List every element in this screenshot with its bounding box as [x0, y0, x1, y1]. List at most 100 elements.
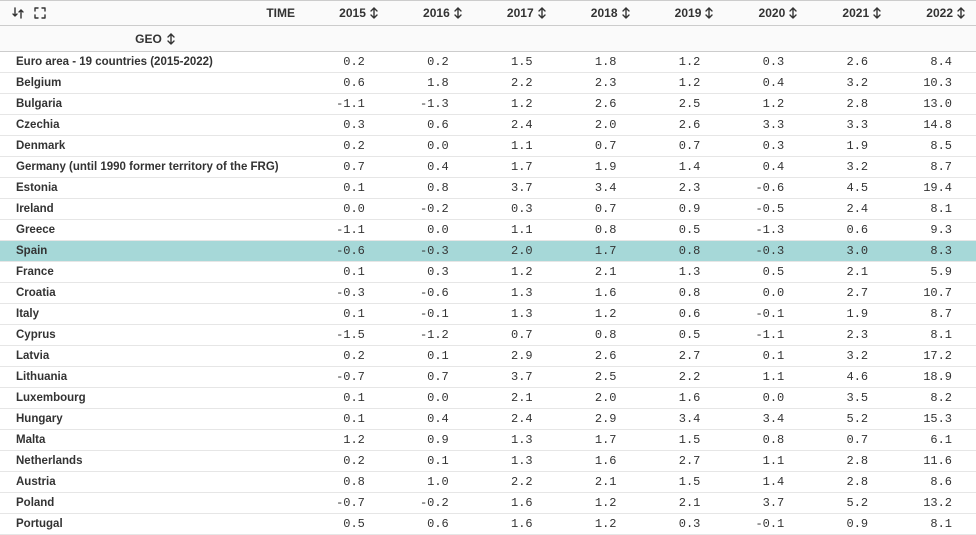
cell: 0.0	[389, 139, 473, 153]
cell: 2.8	[808, 475, 892, 489]
cell: -1.1	[305, 223, 389, 237]
cell: 2.1	[473, 391, 557, 405]
year-header-2015[interactable]: 2015	[305, 6, 389, 20]
row-label: Latvia	[0, 350, 305, 362]
table-row[interactable]: Lithuania-0.70.73.72.52.21.14.618.9	[0, 367, 976, 388]
cell: -0.3	[305, 286, 389, 300]
table-row[interactable]: Croatia-0.3-0.61.31.60.80.02.710.7	[0, 283, 976, 304]
cell: -0.5	[724, 202, 808, 216]
table-row[interactable]: Czechia0.30.62.42.02.63.33.314.8	[0, 115, 976, 136]
cell: -0.1	[724, 307, 808, 321]
year-label: 2016	[423, 6, 450, 20]
cell: 0.3	[389, 265, 473, 279]
year-header-2018[interactable]: 2018	[557, 6, 641, 20]
year-header-2017[interactable]: 2017	[473, 6, 557, 20]
data-table: TIME 20152016201720182019202020212022 GE…	[0, 0, 976, 535]
sort-icon	[704, 7, 714, 19]
cell: 3.2	[808, 349, 892, 363]
table-row[interactable]: Estonia0.10.83.73.42.3-0.64.519.4	[0, 178, 976, 199]
cell: 0.7	[808, 433, 892, 447]
cell: 0.8	[389, 181, 473, 195]
table-row[interactable]: France0.10.31.22.11.30.52.15.9	[0, 262, 976, 283]
cell: 1.9	[808, 307, 892, 321]
table-row[interactable]: Euro area - 19 countries (2015-2022)0.20…	[0, 52, 976, 73]
cell: 4.5	[808, 181, 892, 195]
table-row[interactable]: Malta1.20.91.31.71.50.80.76.1	[0, 430, 976, 451]
cell: 11.6	[892, 454, 976, 468]
cell: 0.2	[305, 349, 389, 363]
cell: 0.1	[389, 349, 473, 363]
row-label: Poland	[0, 497, 305, 509]
cell: 1.2	[641, 55, 725, 69]
table-row[interactable]: Hungary0.10.42.42.93.43.45.215.3	[0, 409, 976, 430]
cell: 0.7	[305, 160, 389, 174]
table-row[interactable]: Spain-0.6-0.32.01.70.8-0.33.08.3	[0, 241, 976, 262]
cell: 0.6	[305, 76, 389, 90]
year-header-2022[interactable]: 2022	[892, 6, 976, 20]
cell: -0.3	[724, 244, 808, 258]
cell: 2.0	[557, 118, 641, 132]
cell: 3.4	[641, 412, 725, 426]
cell: 1.6	[557, 454, 641, 468]
table-row[interactable]: Portugal0.50.61.61.20.3-0.10.98.1	[0, 514, 976, 535]
sort-icon	[788, 7, 798, 19]
cell: 1.9	[557, 160, 641, 174]
cell: 2.7	[641, 454, 725, 468]
table-row[interactable]: Belgium0.61.82.22.31.20.43.210.3	[0, 73, 976, 94]
table-row[interactable]: Germany (until 1990 former territory of …	[0, 157, 976, 178]
sort-icon	[956, 7, 966, 19]
cell: 5.2	[808, 412, 892, 426]
cell: 8.6	[892, 475, 976, 489]
geo-header-cell[interactable]: GEO	[0, 32, 305, 46]
table-row[interactable]: Ireland0.0-0.20.30.70.9-0.52.48.1	[0, 199, 976, 220]
row-label: Euro area - 19 countries (2015-2022)	[0, 56, 305, 68]
cell: 1.8	[389, 76, 473, 90]
table-row[interactable]: Bulgaria-1.1-1.31.22.62.51.22.813.0	[0, 94, 976, 115]
cell: 1.2	[724, 97, 808, 111]
cell: 14.8	[892, 118, 976, 132]
row-label: Croatia	[0, 287, 305, 299]
cell: 1.3	[473, 307, 557, 321]
cell: -0.6	[389, 286, 473, 300]
cell: 0.8	[557, 328, 641, 342]
cell: 0.6	[389, 118, 473, 132]
table-row[interactable]: Denmark0.20.01.10.70.70.31.98.5	[0, 136, 976, 157]
cell: -0.3	[389, 244, 473, 258]
cell: 0.8	[305, 475, 389, 489]
table-row[interactable]: Austria0.81.02.22.11.51.42.88.6	[0, 472, 976, 493]
expand-icon[interactable]	[32, 5, 48, 21]
cell: -1.3	[724, 223, 808, 237]
cell: 0.7	[557, 202, 641, 216]
cell: 6.1	[892, 433, 976, 447]
cell: 2.2	[473, 76, 557, 90]
table-row[interactable]: Netherlands0.20.11.31.62.71.12.811.6	[0, 451, 976, 472]
cell: 2.9	[557, 412, 641, 426]
cell: 0.9	[641, 202, 725, 216]
cell: 2.0	[557, 391, 641, 405]
cell: 0.4	[724, 76, 808, 90]
year-header-2016[interactable]: 2016	[389, 6, 473, 20]
year-label: 2020	[759, 6, 786, 20]
table-row[interactable]: Luxembourg0.10.02.12.01.60.03.58.2	[0, 388, 976, 409]
year-header-2021[interactable]: 2021	[808, 6, 892, 20]
sort-toggle-icon[interactable]	[10, 5, 26, 21]
cell: 0.5	[641, 223, 725, 237]
cell: 1.6	[641, 391, 725, 405]
table-row[interactable]: Greece-1.10.01.10.80.5-1.30.69.3	[0, 220, 976, 241]
row-label: Spain	[0, 245, 305, 257]
year-header-2019[interactable]: 2019	[641, 6, 725, 20]
cell: 0.8	[641, 286, 725, 300]
year-header-2020[interactable]: 2020	[724, 6, 808, 20]
row-label: Ireland	[0, 203, 305, 215]
cell: 3.3	[808, 118, 892, 132]
cell: 2.9	[473, 349, 557, 363]
cell: 1.4	[641, 160, 725, 174]
cell: 3.0	[808, 244, 892, 258]
cell: 0.7	[473, 328, 557, 342]
cell: 2.5	[557, 370, 641, 384]
cell: 3.5	[808, 391, 892, 405]
cell: 8.7	[892, 307, 976, 321]
table-row[interactable]: Latvia0.20.12.92.62.70.13.217.2	[0, 346, 976, 367]
table-row[interactable]: Italy0.1-0.11.31.20.6-0.11.98.7	[0, 304, 976, 325]
table-row[interactable]: Cyprus-1.5-1.20.70.80.5-1.12.38.1	[0, 325, 976, 346]
